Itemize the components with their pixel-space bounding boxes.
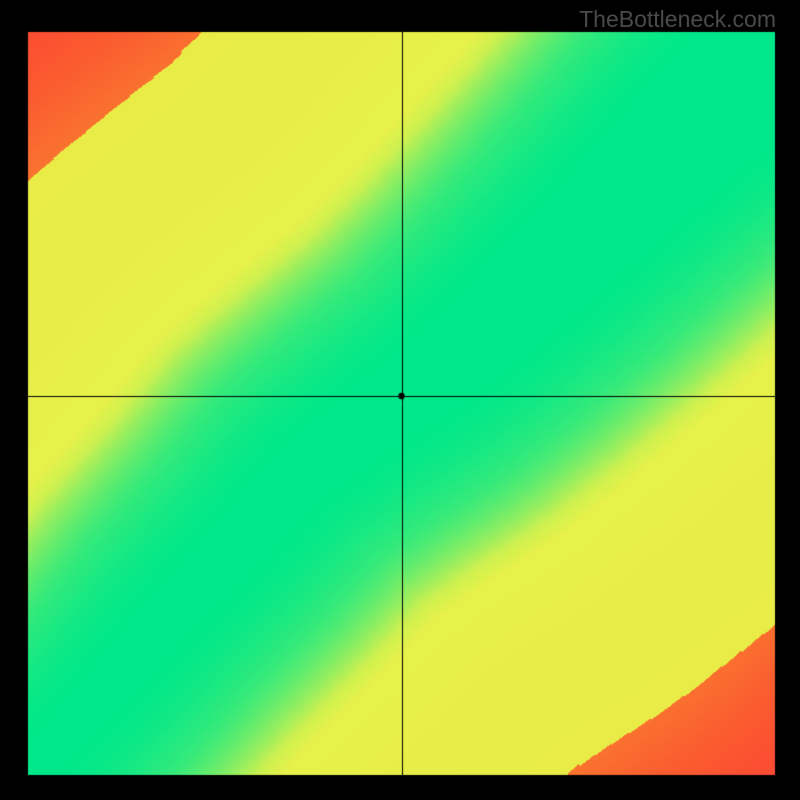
heatmap-canvas [0,0,800,800]
watermark-text: TheBottleneck.com [579,6,776,33]
